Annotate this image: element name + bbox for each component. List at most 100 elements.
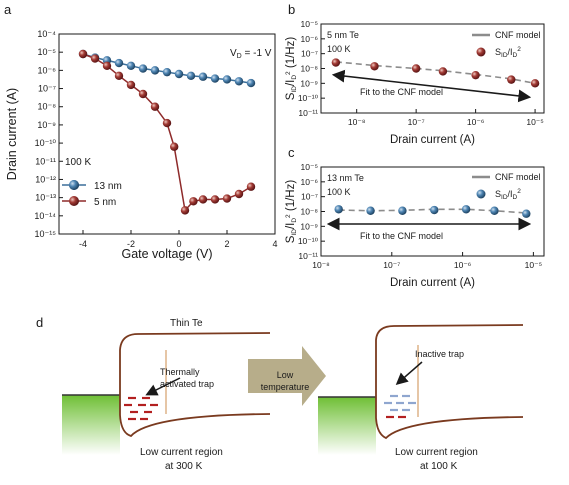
data-point <box>222 75 232 84</box>
y-tick-label: 10⁻⁵ <box>301 19 318 29</box>
y-tick-label: 10⁻⁶ <box>301 34 318 44</box>
panel-b-axes: 10⁻¹¹ 10⁻¹⁰ 10⁻⁹ 10⁻⁸ 10⁻⁷ 10⁻⁶ 10⁻⁵ 10⁻⁸ 10⁻⁷ 10… <box>285 19 545 146</box>
data-point <box>138 64 148 73</box>
data-point <box>162 118 172 128</box>
legend-dot-5nm <box>69 196 79 206</box>
data-point <box>246 182 256 191</box>
x-axis-title: Gate voltage (V) <box>121 247 212 261</box>
data-point <box>90 54 100 63</box>
left-caption-1: Low current region <box>140 447 223 458</box>
x-tick-label: -2 <box>127 239 135 249</box>
y-tick-label: 10⁻¹⁴ <box>34 211 56 221</box>
panel-b-fit-arrow <box>331 69 532 103</box>
panel-letter-c: c <box>288 145 295 160</box>
data-point <box>114 71 124 81</box>
data-point <box>78 49 88 59</box>
x-tick-label: 0 <box>176 239 181 249</box>
panel-b-sample: 5 nm Te <box>327 30 359 40</box>
panel-b-legend-points: SID/ID2 <box>495 46 521 59</box>
panel-letter-d: d <box>36 315 43 330</box>
left-title: Thin Te <box>170 318 203 329</box>
left-trap-states <box>124 396 158 421</box>
panel-b-legend-dot <box>476 47 486 57</box>
right-caption-1: Low current region <box>395 447 478 458</box>
data-point <box>398 206 407 215</box>
y-tick-label: 10⁻⁸ <box>37 102 56 112</box>
right-trap-states <box>384 394 416 419</box>
data-point <box>438 67 448 76</box>
y-tick-label: 10⁻¹² <box>35 174 56 184</box>
x-tick-label: 2 <box>224 239 229 249</box>
panel-letter-b: b <box>288 2 295 17</box>
panel-a-temp: 100 K <box>65 157 91 168</box>
data-point <box>126 61 136 71</box>
data-point <box>138 89 148 99</box>
right-trap-arrow <box>395 361 423 385</box>
data-point <box>411 64 421 73</box>
y-tick-label: 10⁻¹⁵ <box>35 229 57 239</box>
y-tick-label: 10⁻⁸ <box>300 64 318 74</box>
panel-c-temp: 100 K <box>327 187 351 197</box>
legend-label-13nm: 13 nm <box>94 181 122 192</box>
data-point <box>114 58 124 68</box>
y-tick-label: 10⁻⁸ <box>300 207 318 217</box>
panel-b-temp: 100 K <box>327 44 351 54</box>
data-point <box>370 62 379 71</box>
data-point <box>210 74 220 83</box>
x-tick-label: 4 <box>272 239 277 249</box>
y-axis-title: SID/ID2 (1/Hz) <box>285 37 298 101</box>
data-point <box>234 77 244 86</box>
y-tick-label: 10⁻⁹ <box>300 78 318 88</box>
data-point <box>334 205 343 214</box>
x-tick-label: 10⁻⁸ <box>312 260 330 270</box>
transition-label-2: temperature <box>261 382 310 392</box>
panel-c-marks <box>334 205 531 218</box>
left-caption-2: at 300 K <box>165 461 203 472</box>
x-tick-label: 10⁻⁷ <box>383 260 400 270</box>
left-trap-label-2: activated trap <box>160 379 214 389</box>
data-point <box>471 70 480 80</box>
data-point <box>126 80 136 90</box>
panel-c-legend-dot <box>476 189 486 199</box>
y-tick-label: 10⁻⁹ <box>300 221 318 231</box>
y-axis-title: Drain current (A) <box>5 88 19 180</box>
y-tick-label: 10⁻⁴ <box>37 29 56 39</box>
y-tick-label: 10⁻¹⁰ <box>298 93 319 103</box>
x-tick-label: 10⁻⁵ <box>526 117 543 127</box>
panel-c-sample: 13 nm Te <box>327 173 364 183</box>
right-caption-2: at 100 K <box>420 461 458 472</box>
panel-a-axes: 10⁻¹⁵ 10⁻¹⁴ 10⁻¹³ 10⁻¹² 10⁻¹¹ 10⁻¹⁰ 10⁻⁹ 10⁻⁸ 10… <box>5 29 278 261</box>
y-tick-label: 10⁻⁷ <box>301 192 318 202</box>
panel-b: b 10⁻¹¹ 10⁻¹⁰ 10⁻⁹ 10⁻⁸ 10⁻⁷ 10⁻⁶ 10⁻⁵ 10⁻⁸ 10⁻⁷… <box>285 2 545 146</box>
data-point <box>210 195 220 204</box>
data-point <box>331 58 341 67</box>
model-line <box>335 61 536 85</box>
y-tick-label: 10⁻⁷ <box>301 49 318 59</box>
x-axis-title: Drain current (A) <box>390 277 475 289</box>
panel-c-axes: 10⁻¹¹ 10⁻¹⁰ 10⁻⁹ 10⁻⁸ 10⁻⁷ 10⁻⁶ 10⁻⁵ 10⁻⁸ 10⁻⁷ 10… <box>285 162 545 289</box>
panel-b-legend-model: CNF model <box>495 30 541 40</box>
data-point <box>150 102 160 111</box>
x-tick-label: 10⁻⁸ <box>348 117 366 127</box>
left-metal-contact <box>62 395 120 455</box>
left-conduction-band <box>119 332 271 395</box>
y-tick-label: 10⁻⁵ <box>301 162 318 172</box>
data-point <box>102 61 112 71</box>
data-point <box>189 197 198 206</box>
x-tick-label: -4 <box>79 239 87 249</box>
panel-c: c 10⁻¹¹ 10⁻¹⁰ 10⁻⁹ 10⁻⁸ 10⁻⁷ 10⁻⁶ 10⁻⁵ 10⁻⁸ 10⁻⁷… <box>285 145 545 289</box>
data-point <box>150 66 160 75</box>
data-point <box>430 205 439 215</box>
right-valence-band <box>375 397 524 440</box>
right-trap-label: Inactive trap <box>415 349 464 359</box>
panel-b-fit-text: Fit to the CNF model <box>360 87 443 97</box>
panel-letter-a: a <box>4 2 12 17</box>
x-tick-label: 10⁻⁷ <box>408 117 425 127</box>
data-point <box>186 71 196 81</box>
y-tick-label: 10⁻¹³ <box>35 193 56 203</box>
data-point <box>198 195 208 204</box>
y-tick-label: 10⁻¹⁰ <box>35 138 57 148</box>
panel-a: a 10⁻¹⁵ 10⁻¹⁴ 10⁻¹³ 10⁻¹² 10⁻¹¹ 10⁻¹⁰ 10⁻⁹ 10⁻⁸… <box>4 2 278 261</box>
data-point <box>490 206 499 215</box>
panel-c-fit-text: Fit to the CNF model <box>360 231 443 241</box>
